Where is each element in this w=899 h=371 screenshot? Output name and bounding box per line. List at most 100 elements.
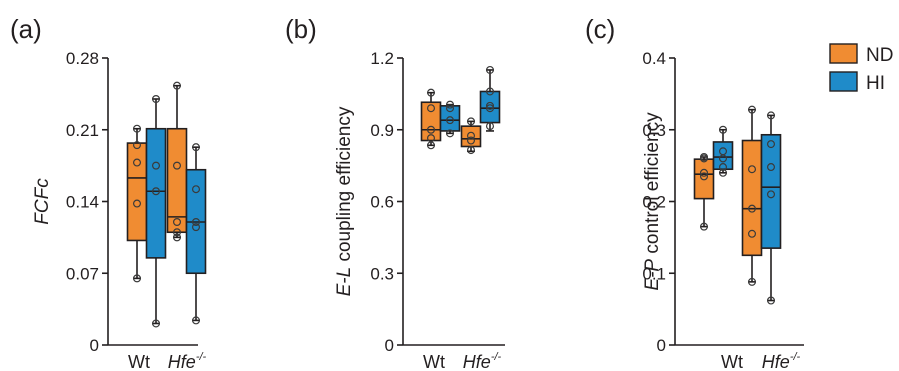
data-point [173,228,182,237]
y-tick-label: 0.2 [642,193,666,212]
x-category-label: Hfe-/- [463,351,502,371]
y-tick-label: 0.14 [66,193,99,212]
data-point [699,153,708,162]
legend-swatch-nd [829,43,858,64]
box-iqr [126,142,148,242]
y-tick-label: 1.2 [370,49,394,68]
y-tick-label: 0.6 [370,193,394,212]
data-point [173,233,182,242]
box-iqr [479,90,501,124]
x-category-label: Hfe-/- [168,351,207,371]
data-point [152,187,161,196]
legend-swatch-hi [829,71,858,92]
data-point [133,274,142,283]
y-tick-label: 0.21 [66,121,99,140]
y-axis-label: FCFc [32,178,53,225]
data-point [747,277,756,286]
data-point [152,94,161,103]
box-nd-wt [420,88,442,150]
data-point [766,111,775,120]
data-point [467,117,476,126]
panel-c: (c) 0 0.1 0.2 0.3 0.4 E-P control efficiency Wt… [585,14,804,371]
data-point [427,134,436,143]
data-point [718,168,727,177]
data-point [152,319,161,328]
panel-b: (b) 0 0.3 0.6 0.9 1.2 E-L coupling efficiency W… [285,14,505,371]
data-point [747,165,756,174]
x-category-label: Wt [128,352,150,371]
data-point [133,124,142,133]
data-point [766,296,775,305]
y-tick-label: 0.9 [370,121,394,140]
box-hi-wt [439,100,461,138]
data-point [427,88,436,97]
box-hi-hfe [185,143,207,325]
data-point [766,163,775,172]
panel-label: (c) [585,14,615,44]
box-hi-hfe [479,65,501,132]
data-point [133,199,142,208]
data-point [467,131,476,140]
data-point [766,190,775,199]
panel-label: (a) [10,14,42,44]
y-tick-label: 0 [385,336,394,355]
box-iqr [439,105,461,132]
data-point [446,104,455,113]
legend: ND HI [829,43,893,94]
y-tick-label: 0.4 [642,49,666,68]
y-tick-label: 0 [657,336,666,355]
y-tick-label: 0.3 [642,121,666,140]
legend-label-hi: HI [866,73,885,94]
x-category-label: Hfe-/- [762,351,801,371]
y-tick-label: 0.07 [66,264,99,283]
data-point [446,129,455,138]
data-point [192,218,201,227]
panels: (a) 0 0.07 0.14 0.21 0.28 FCFc Wt Hfe-/- (b) 0 0.3 0… [10,14,804,371]
x-category-label: Wt [423,352,445,371]
data-point [446,100,455,109]
data-point [152,161,161,170]
panel-label: (b) [285,14,317,44]
data-point [467,136,476,145]
data-point [173,218,182,227]
box-nd-hfe [460,117,482,155]
data-point [133,158,142,167]
box-hi-wt [712,125,734,177]
data-point [699,222,708,231]
data-point [718,163,727,172]
box-nd-wt [693,153,715,231]
data-point [446,116,455,125]
data-point [486,65,495,74]
box-nd-wt [126,124,148,283]
data-point [747,229,756,238]
data-point [747,105,756,114]
y-tick-label: 0.3 [370,264,394,283]
data-point [192,223,201,232]
box-nd-hfe [166,81,188,242]
box-hi-hfe [760,111,782,305]
data-point [427,125,436,134]
data-point [467,146,476,155]
legend-label-nd: ND [866,45,893,66]
box-iqr [145,127,167,259]
data-point [427,104,436,113]
data-point [192,143,201,152]
x-category-label: Wt [721,352,743,371]
data-point [192,316,201,325]
data-point [699,168,708,177]
panel-a: (a) 0 0.07 0.14 0.21 0.28 FCFc Wt Hfe-/- [10,14,207,371]
box-hi-wt [145,94,167,328]
box-iqr [741,139,763,257]
data-point [173,81,182,90]
y-tick-label: 0.28 [66,49,99,68]
data-point [699,172,708,181]
data-point [486,104,495,113]
data-point [486,122,495,131]
data-point [747,204,756,213]
data-point [486,87,495,96]
y-axis-label: E-L coupling efficiency [334,106,355,296]
data-point [173,161,182,170]
y-tick-label: 0 [90,336,99,355]
box-nd-hfe [741,105,763,286]
